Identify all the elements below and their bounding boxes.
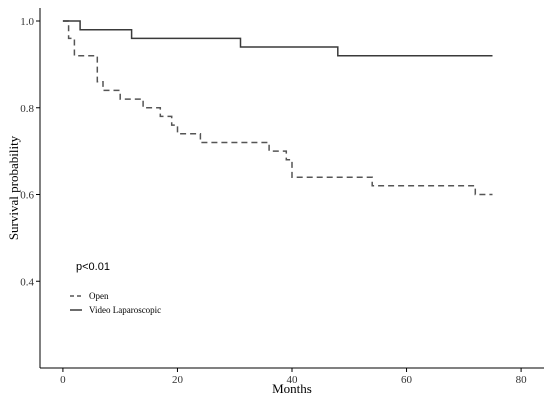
series-line-open — [62, 20, 493, 196]
x-tick-label: 80 — [516, 374, 528, 386]
legend-label-video-laparoscopic: Video Laparoscopic — [89, 305, 161, 315]
y-tick-label: 0.6 — [20, 190, 34, 202]
plot-area: 0 20 40 60 80 0.4 0.6 0.8 1.0 — [20, 8, 544, 386]
legend-label-open: Open — [89, 291, 109, 301]
x-tick-label: 40 — [287, 374, 299, 386]
series-line-video-laparoscopic — [62, 20, 493, 57]
p-value-annotation: p<0.01 — [76, 261, 110, 273]
x-tick-label: 20 — [172, 374, 184, 386]
y-tick-label: 0.8 — [20, 103, 34, 115]
y-tick-label: 1.0 — [20, 16, 34, 28]
legend: Open Video Laparoscopic — [70, 291, 161, 315]
survival-curves — [62, 20, 493, 196]
x-tick-label: 0 — [60, 374, 66, 386]
x-tick-label: 60 — [401, 374, 413, 386]
y-axis-title: Survival probability — [6, 135, 21, 240]
axis-ticks: 0 20 40 60 80 0.4 0.6 0.8 1.0 — [20, 16, 527, 386]
y-tick-label: 0.4 — [20, 276, 34, 288]
x-axis-title: Months — [272, 381, 312, 396]
